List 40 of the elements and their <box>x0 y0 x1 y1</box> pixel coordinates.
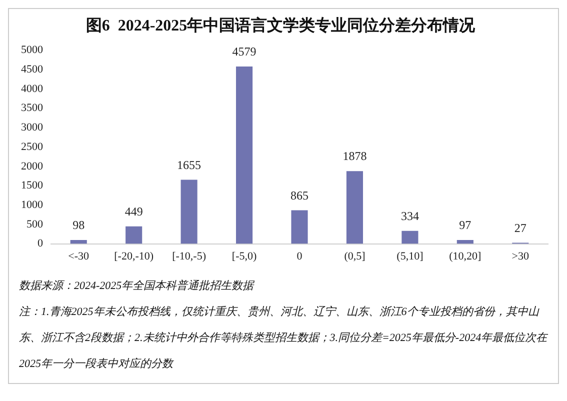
bar <box>70 240 87 244</box>
bar <box>346 171 364 244</box>
bar <box>180 180 198 244</box>
bar <box>402 230 418 244</box>
y-tick-label: 0 <box>38 238 44 250</box>
data-label: 449 <box>124 204 143 219</box>
data-label: 334 <box>400 209 419 224</box>
x-tick-label: (5,10] <box>396 250 424 262</box>
y-tick-label: 500 <box>26 218 44 230</box>
bar <box>291 210 308 244</box>
x-tick-label: (0,5] <box>344 250 366 262</box>
data-label: 4579 <box>232 44 256 59</box>
y-tick-label: 1500 <box>21 180 44 192</box>
data-label: 1655 <box>177 158 202 172</box>
data-label: 97 <box>459 218 472 232</box>
x-tick-label: [-20,-10) <box>114 250 154 262</box>
y-tick-label: 3000 <box>21 122 44 134</box>
data-label: 27 <box>514 220 526 235</box>
bar <box>456 240 474 244</box>
data-label: 98 <box>72 218 85 232</box>
y-tick-label: 5000 <box>21 44 44 56</box>
bar <box>126 226 142 244</box>
x-tick-label: <-30 <box>68 250 90 262</box>
y-tick-label: 2500 <box>21 140 44 153</box>
bar <box>236 66 253 244</box>
y-tick-label: 2000 <box>21 160 44 172</box>
x-tick-label: >30 <box>512 250 530 262</box>
y-tick-label: 4000 <box>21 82 44 95</box>
y-tick-label: 3500 <box>21 102 44 114</box>
x-tick-label: [-10,-5) <box>172 250 206 262</box>
y-tick-label: 1000 <box>21 198 44 211</box>
y-tick-label: 4500 <box>21 63 44 76</box>
source-note: 数据来源：2024-2025年全国本科普通批招生数据 <box>19 278 256 294</box>
x-tick-label: [-5,0) <box>232 250 257 262</box>
data-label: 865 <box>290 188 308 202</box>
text: 注：1.青海2025年未公布投档线，仅统计重庆、贵州、河北、辽宁、山东、浙江6个专业投档的省份，其中山东、浙江不含2段数据；2.未统计中外合作等特殊类型招生数据；3.同位分差=2025年最低分-2024年最低位次在2025年一分一段表中对应的分数 <box>19 306 548 370</box>
x-tick-label: (10,20] <box>449 250 482 262</box>
chart-title: 图6 2024-2025年中国语言文学类专业同位分差分布情况 <box>86 16 476 35</box>
data-label: 1878 <box>342 149 367 164</box>
x-tick-label: 0 <box>296 250 303 262</box>
